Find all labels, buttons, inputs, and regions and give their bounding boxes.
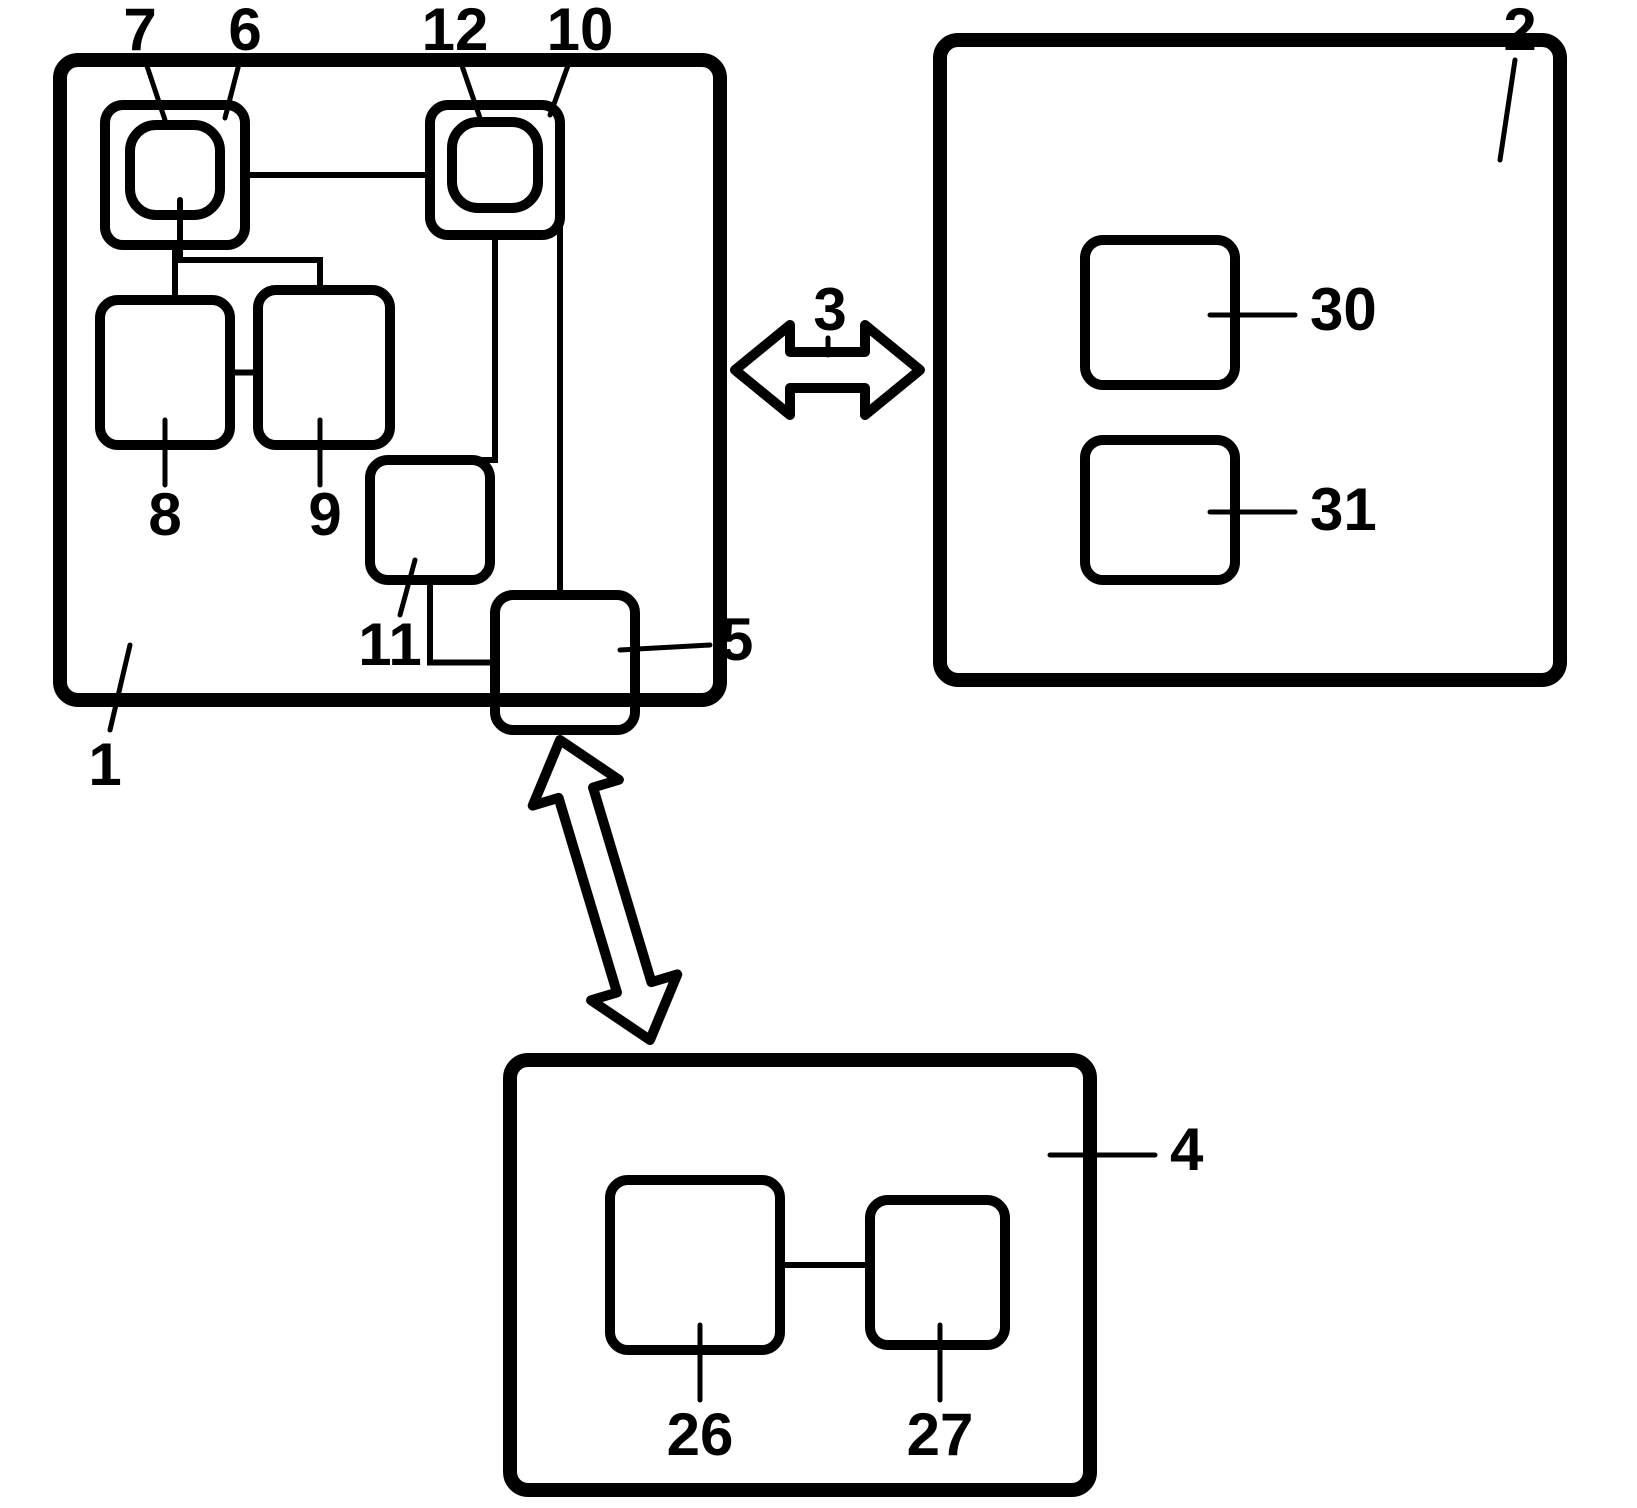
wire-n10-n11 [430,235,495,460]
leader-7 [145,60,165,120]
label-2: 2 [1503,0,1536,63]
wire-n6-n8 [165,245,175,300]
label-1: 1 [88,731,121,798]
leader-2 [1500,60,1515,160]
leader-1 [110,645,130,730]
block-n11 [370,460,490,580]
block-n12 [452,122,538,208]
label-9: 9 [308,481,341,548]
label-27: 27 [907,1401,974,1468]
label-8: 8 [148,481,181,548]
block-n27 [870,1200,1005,1345]
label-4: 4 [1170,1116,1204,1183]
wire-n11-n5 [430,580,495,663]
label-31: 31 [1310,476,1377,543]
label-6: 6 [228,0,261,63]
wire-n26-n27 [780,1265,870,1273]
label-12: 12 [422,0,489,63]
block-n5 [495,595,635,730]
label-3: 3 [813,276,846,343]
block-b2 [940,40,1560,680]
leader-11 [400,560,415,615]
leader-10 [550,60,570,115]
label-5: 5 [720,606,753,673]
label-7: 7 [123,0,156,63]
block-n26 [610,1180,780,1350]
wire-n6-n10 [245,170,430,175]
label-26: 26 [667,1401,734,1468]
label-11: 11 [358,611,421,678]
label-30: 30 [1310,276,1377,343]
arrow-1-4 [517,727,693,1053]
label-10: 10 [547,0,614,63]
block-n9 [258,290,390,445]
block-n7 [130,125,220,215]
